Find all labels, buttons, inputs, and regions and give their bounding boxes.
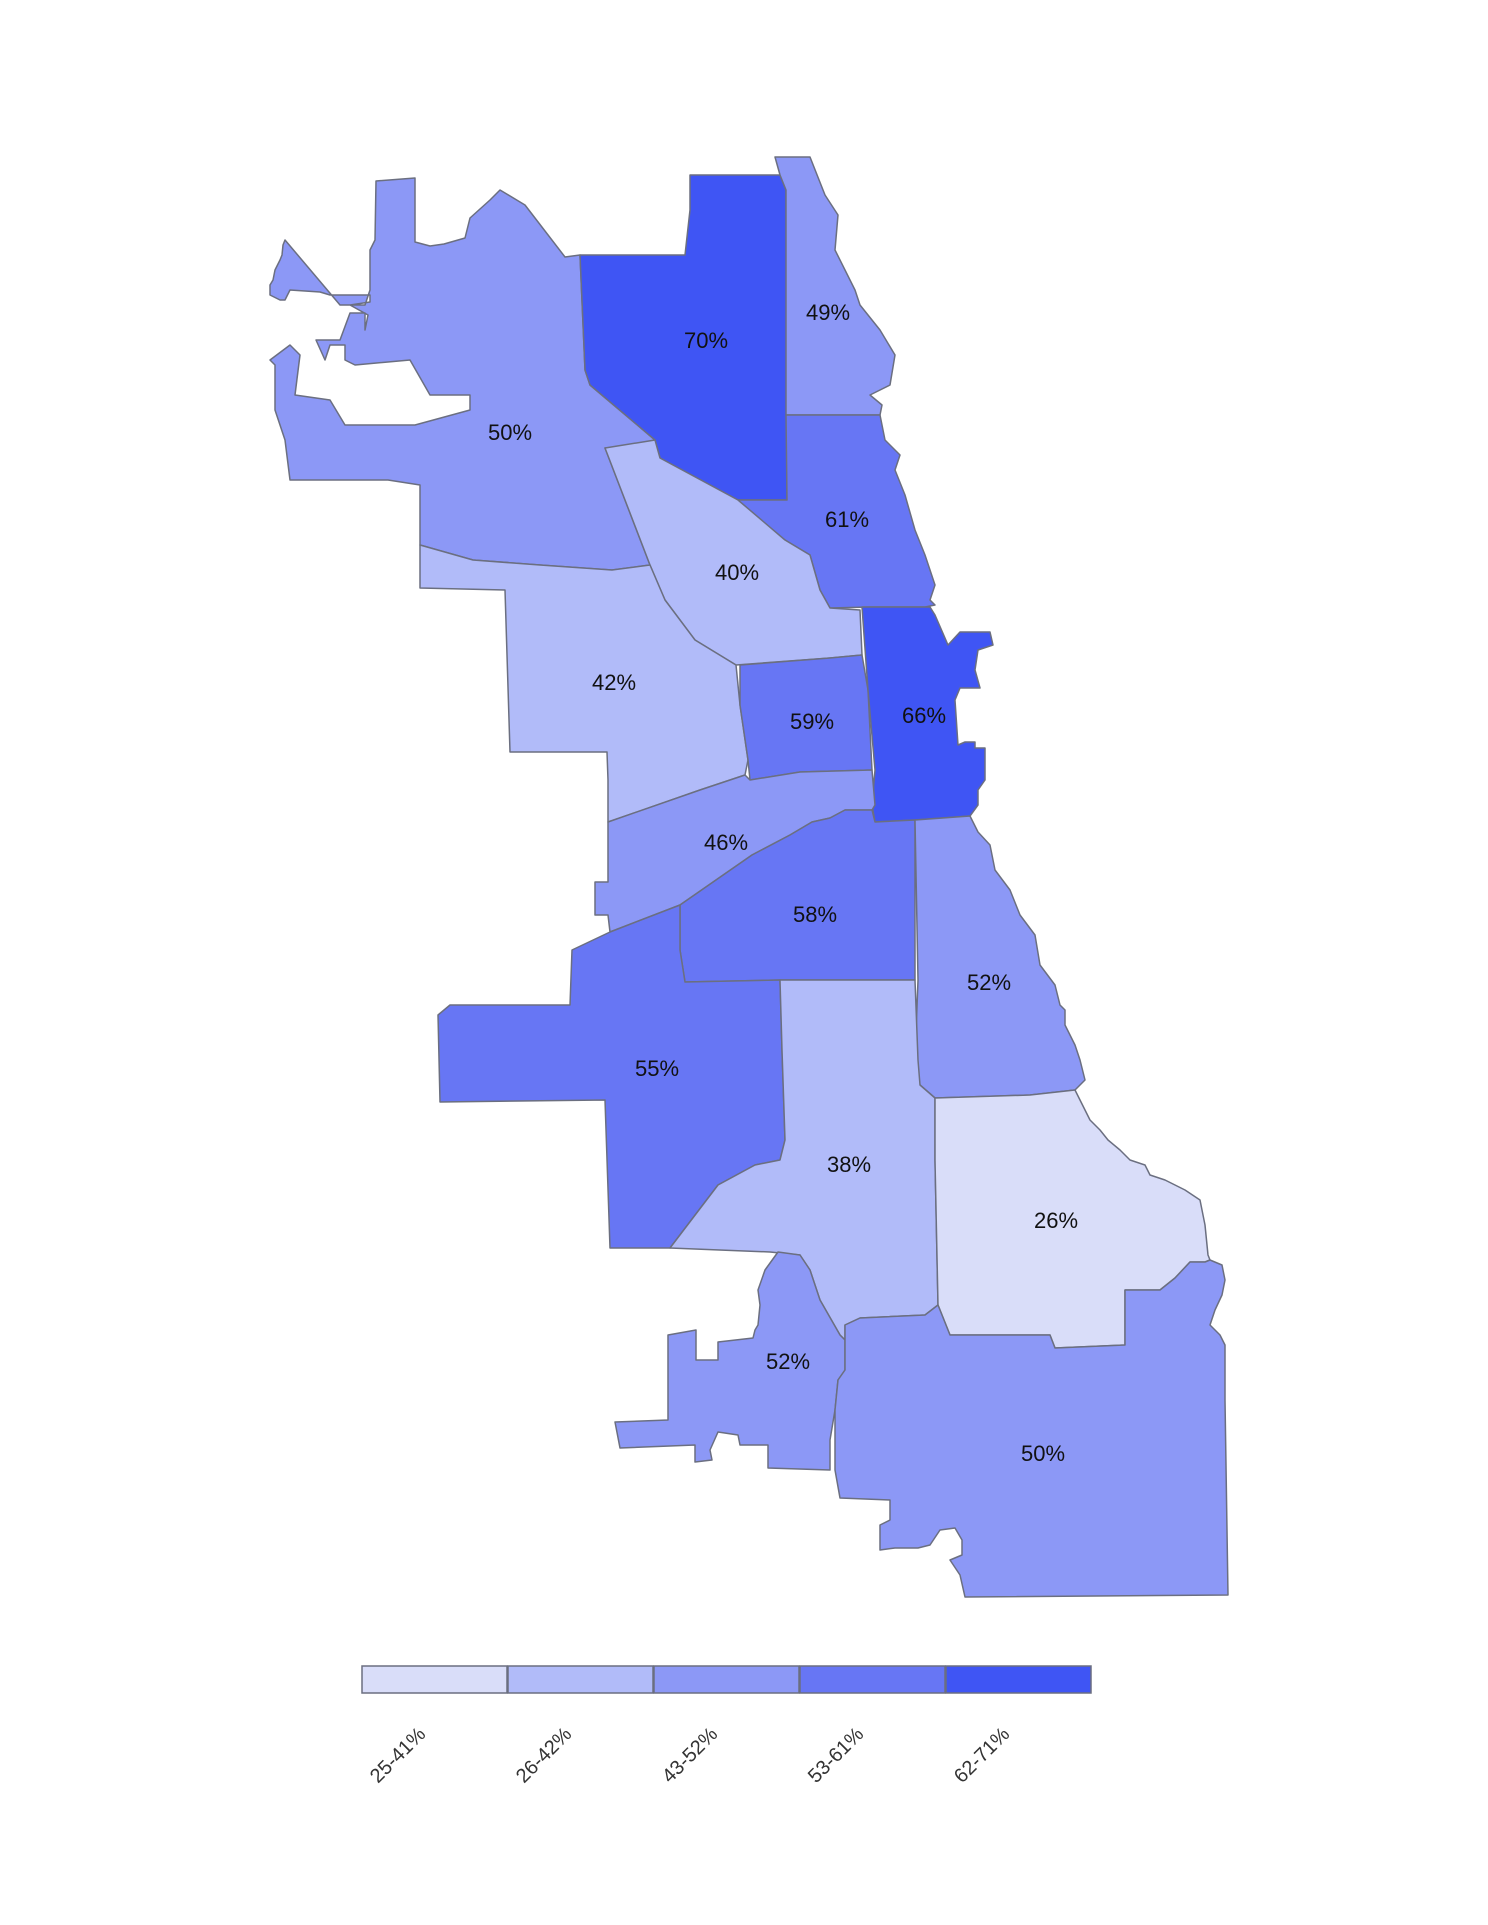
legend-swatch-1	[361, 1665, 508, 1694]
region-south-lakefront[interactable]	[914, 815, 1086, 1099]
region-label-northwest-mid: 40%	[715, 560, 759, 585]
legend-swatch-3	[653, 1665, 800, 1694]
map-regions	[269, 156, 1229, 1598]
region-label-far-north-west: 50%	[488, 420, 532, 445]
legend-label-4: 53-61%	[804, 1723, 868, 1787]
region-label-near-west: 59%	[790, 709, 834, 734]
region-label-far-southwest: 52%	[766, 1349, 810, 1374]
region-far-south[interactable]	[834, 1259, 1229, 1598]
region-label-lakeshore-north: 49%	[806, 300, 850, 325]
region-label-south-mid: 38%	[827, 1152, 871, 1177]
legend-swatch-4	[799, 1665, 946, 1694]
legend-swatch-5	[945, 1665, 1092, 1694]
region-far-southwest[interactable]	[614, 1251, 846, 1471]
region-label-south-central: 58%	[793, 902, 837, 927]
legend-label-3: 43-52%	[658, 1723, 722, 1787]
region-lakeshore-north[interactable]	[774, 156, 896, 416]
region-label-north-lakeview: 61%	[825, 507, 869, 532]
region-label-far-south: 50%	[1021, 1441, 1065, 1466]
region-label-southeast: 26%	[1034, 1208, 1078, 1233]
legend-swatch-2	[507, 1665, 654, 1694]
region-label-southwest-band: 46%	[704, 830, 748, 855]
legend: 25-41% 26-42% 43-52% 53-61% 62-71%	[361, 1665, 1092, 1788]
legend-label-5: 62-71%	[950, 1723, 1014, 1787]
legend-label-2: 26-42%	[512, 1723, 576, 1787]
region-label-west-north: 42%	[592, 670, 636, 695]
region-label-north-center: 70%	[684, 328, 728, 353]
legend-label-1: 25-41%	[366, 1723, 430, 1787]
region-label-southwest: 55%	[635, 1056, 679, 1081]
map-labels: 50% 70% 49% 61% 40% 42% 59% 66% 46% 58% …	[488, 300, 1078, 1466]
region-label-downtown: 66%	[902, 703, 946, 728]
region-label-south-lakefront: 52%	[967, 970, 1011, 995]
